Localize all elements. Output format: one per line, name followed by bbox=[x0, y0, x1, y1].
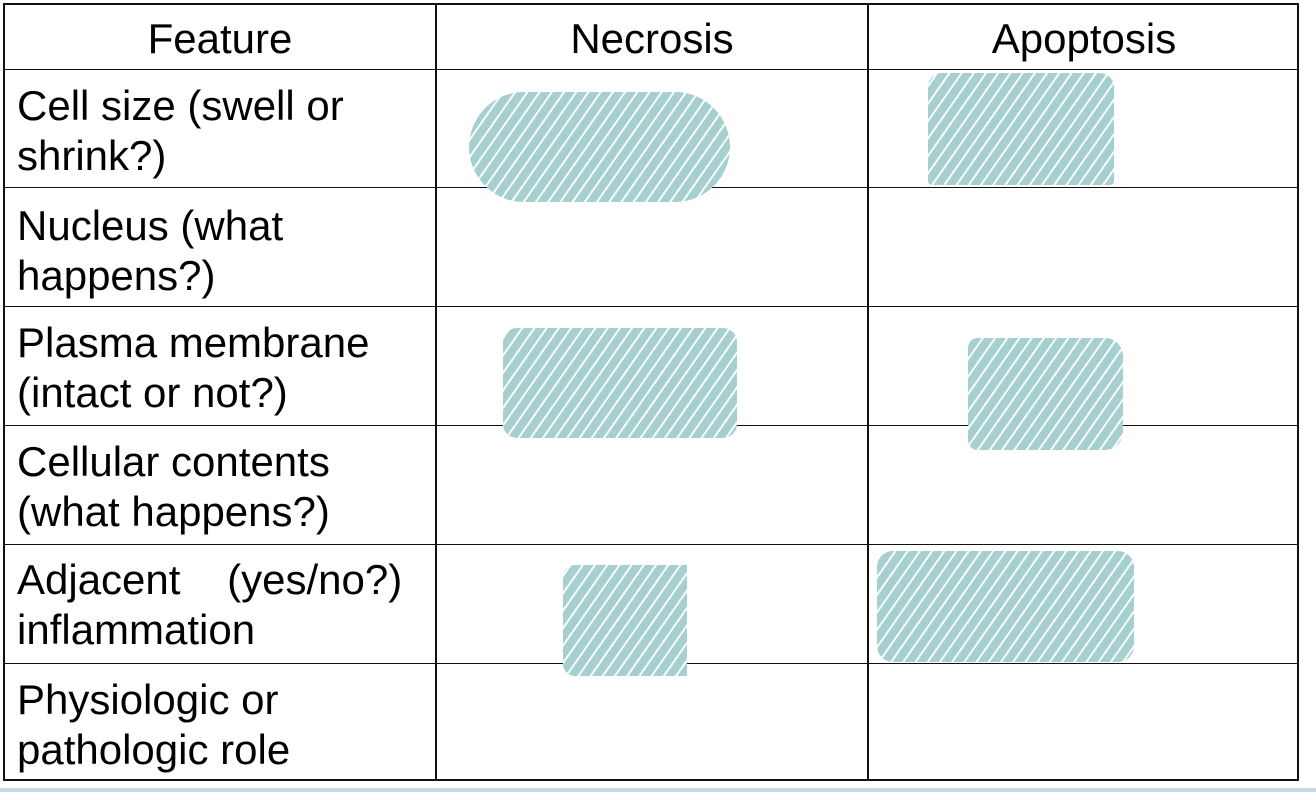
header-apoptosis: Apoptosis bbox=[991, 15, 1177, 62]
header-necrosis: Necrosis bbox=[570, 15, 734, 62]
feature-plasma-membrane: Plasma membrane (intact or not?) bbox=[17, 319, 370, 416]
answer-cover-necrosis-inflammation bbox=[563, 565, 687, 676]
slide-bottom-border bbox=[0, 788, 1316, 792]
row-divider-4 bbox=[5, 544, 1297, 545]
feature-cellular-contents: Cellular contents (what happens?) bbox=[17, 438, 330, 535]
answer-cover-apoptosis-cell-size bbox=[928, 73, 1114, 185]
feature-nucleus: Nucleus (what happens?) bbox=[17, 202, 284, 299]
answer-cover-apoptosis-plasma-membrane bbox=[968, 338, 1123, 450]
row-divider-header bbox=[5, 69, 1297, 70]
header-feature: Feature bbox=[147, 15, 293, 62]
answer-cover-necrosis-cell-size bbox=[469, 92, 730, 202]
feature-adjacent-inflammation: Adjacent (yes/no?) inflammation bbox=[17, 556, 403, 653]
row-divider-2 bbox=[5, 306, 1297, 307]
column-divider-2 bbox=[867, 5, 869, 779]
comparison-table: Feature Necrosis Apoptosis Cell size (sw… bbox=[3, 3, 1299, 781]
column-divider-1 bbox=[435, 5, 437, 779]
feature-cell-size: Cell size (swell or shrink?) bbox=[17, 82, 344, 179]
answer-cover-apoptosis-inflammation bbox=[877, 551, 1134, 662]
feature-role: Physiologic or pathologic role bbox=[17, 676, 291, 773]
answer-cover-necrosis-plasma-membrane bbox=[503, 328, 737, 438]
